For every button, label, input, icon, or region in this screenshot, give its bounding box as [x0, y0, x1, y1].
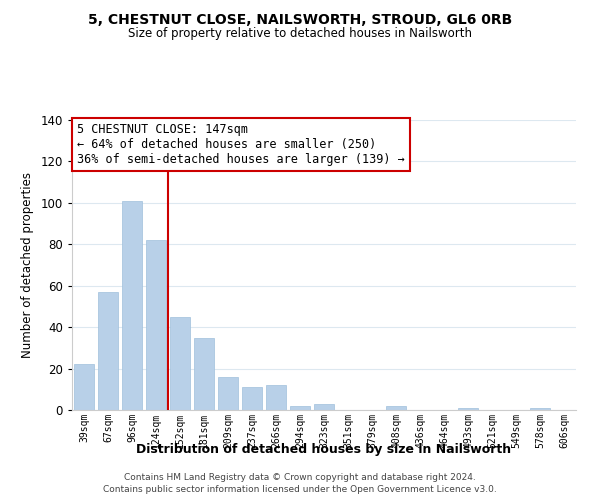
Bar — [146, 240, 166, 410]
Bar — [266, 385, 286, 410]
Bar — [530, 408, 550, 410]
Bar — [98, 292, 118, 410]
Text: Size of property relative to detached houses in Nailsworth: Size of property relative to detached ho… — [128, 28, 472, 40]
Bar — [386, 406, 406, 410]
Bar — [170, 317, 190, 410]
Bar — [74, 364, 94, 410]
Y-axis label: Number of detached properties: Number of detached properties — [20, 172, 34, 358]
Bar — [122, 201, 142, 410]
Text: Distribution of detached houses by size in Nailsworth: Distribution of detached houses by size … — [136, 442, 512, 456]
Bar — [290, 406, 310, 410]
Bar — [194, 338, 214, 410]
Bar — [458, 408, 478, 410]
Bar — [314, 404, 334, 410]
Text: Contains HM Land Registry data © Crown copyright and database right 2024.: Contains HM Land Registry data © Crown c… — [124, 472, 476, 482]
Text: Contains public sector information licensed under the Open Government Licence v3: Contains public sector information licen… — [103, 485, 497, 494]
Text: 5, CHESTNUT CLOSE, NAILSWORTH, STROUD, GL6 0RB: 5, CHESTNUT CLOSE, NAILSWORTH, STROUD, G… — [88, 12, 512, 26]
Bar — [242, 387, 262, 410]
Bar — [218, 377, 238, 410]
Text: 5 CHESTNUT CLOSE: 147sqm
← 64% of detached houses are smaller (250)
36% of semi-: 5 CHESTNUT CLOSE: 147sqm ← 64% of detach… — [77, 123, 405, 166]
